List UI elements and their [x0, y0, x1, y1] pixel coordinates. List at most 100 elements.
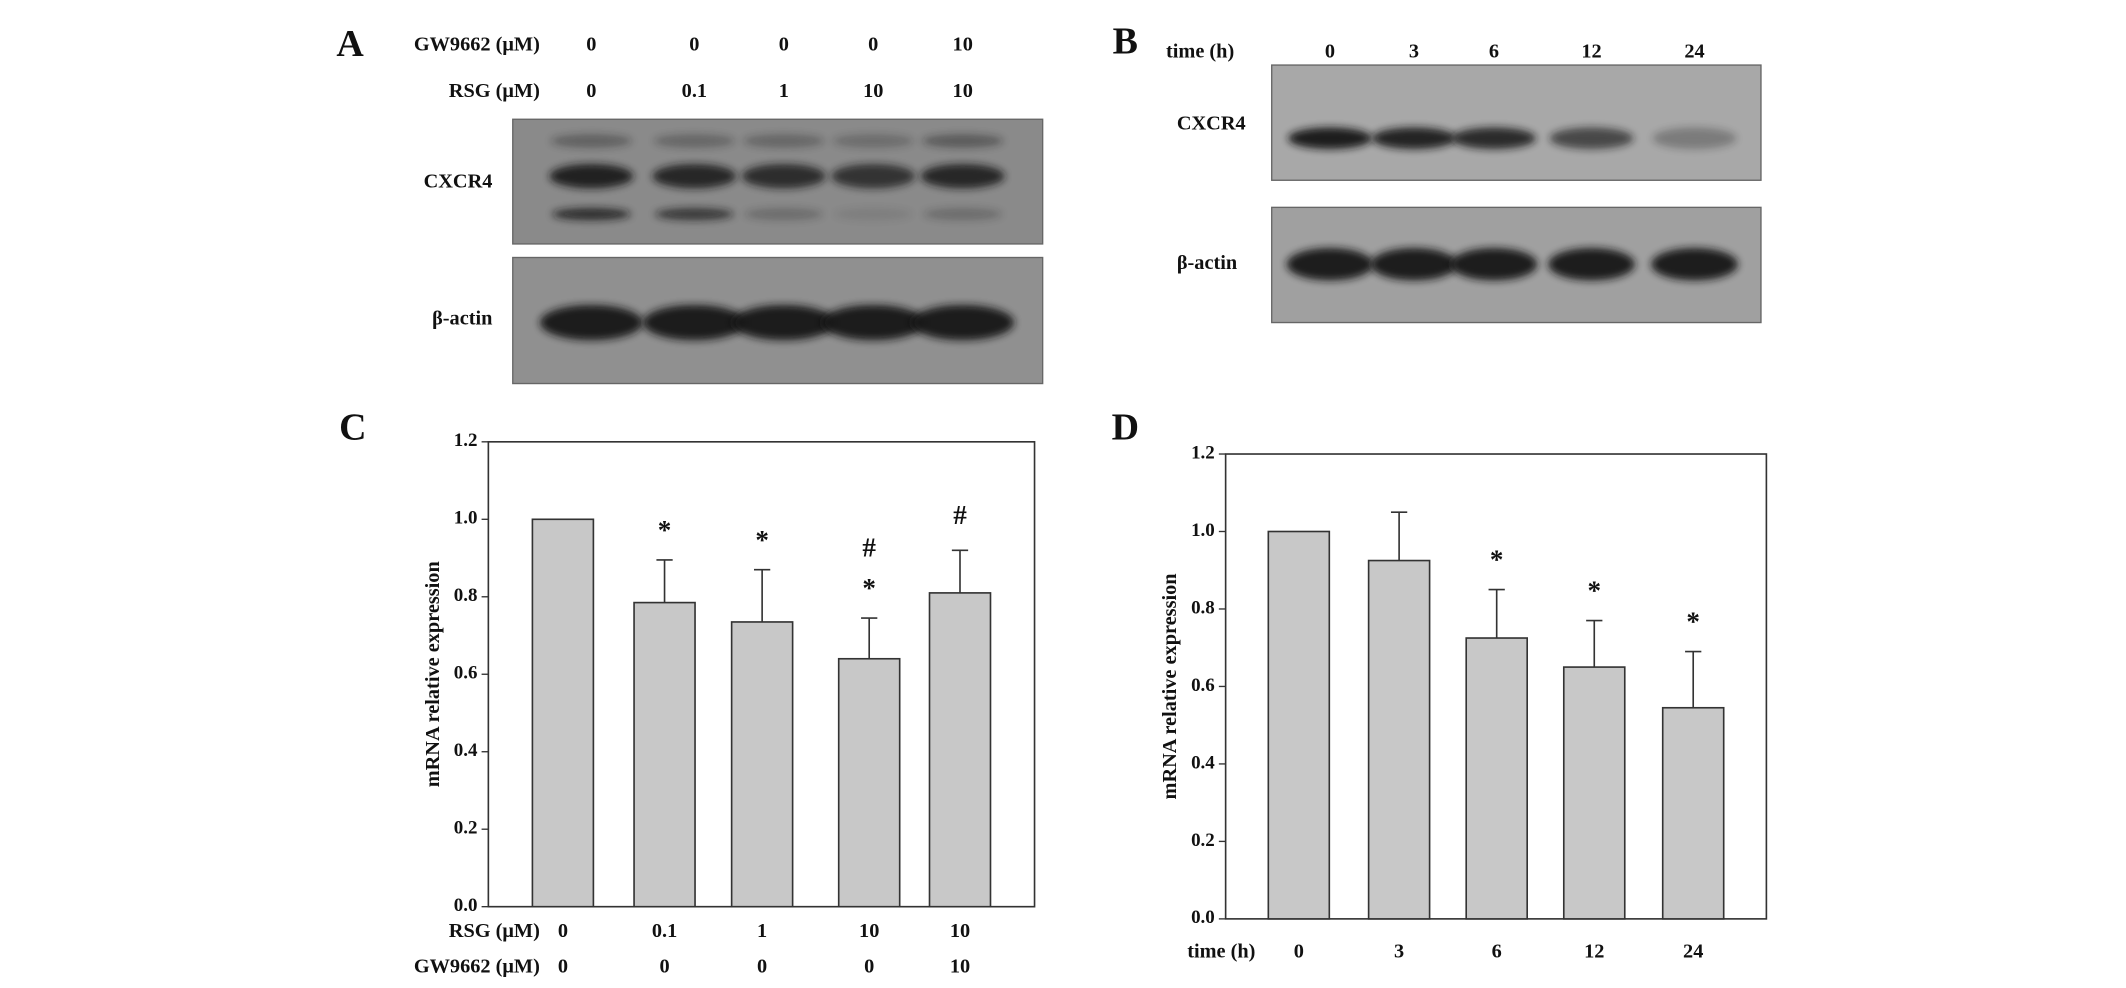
significance-mark: *: [862, 573, 876, 603]
panel-label: A: [336, 23, 364, 65]
bar: [837, 657, 901, 908]
bar: [531, 518, 595, 908]
error-bar: [1685, 650, 1702, 708]
error-bar: [753, 568, 771, 622]
lane-label: 10: [953, 34, 973, 56]
x-tick-label: 0: [1294, 940, 1304, 962]
y-tick-label: 1.2: [1191, 442, 1215, 463]
significance-mark: #: [862, 533, 876, 563]
bar: [928, 592, 992, 908]
y-tick-label: 0.4: [454, 740, 478, 761]
band: [653, 134, 736, 148]
y-tick-label: 0.0: [1191, 907, 1215, 928]
lane-label: 0: [868, 34, 878, 56]
bar: [1465, 637, 1528, 920]
x-tick-label: 3: [1394, 940, 1404, 962]
x-tick-label: 24: [1683, 940, 1703, 962]
band: [744, 208, 824, 221]
bar: [633, 601, 696, 908]
y-tick-label: 0.6: [454, 663, 478, 684]
error-bar: [1488, 588, 1505, 639]
bar: [730, 621, 794, 908]
band-label: β-actin: [1177, 252, 1237, 274]
band: [911, 304, 1015, 341]
y-tick-label: 1.0: [1191, 520, 1215, 541]
x-tick-label: 0: [558, 920, 568, 942]
band: [1372, 127, 1457, 150]
y-axis-label: mRNA relative expression: [1159, 573, 1181, 799]
band: [743, 134, 825, 148]
bar: [1267, 530, 1331, 920]
bar: [1367, 559, 1431, 920]
band: [833, 208, 913, 221]
y-tick-label: 0.8: [454, 585, 478, 606]
band: [821, 304, 925, 341]
significance-mark: *: [658, 515, 672, 545]
x-tick-label: 6: [1492, 940, 1502, 962]
x-tick-label: 0: [558, 955, 568, 977]
lane-label: 0: [779, 34, 789, 56]
panel-label: C: [339, 407, 366, 449]
band: [655, 208, 734, 221]
x-tick-label: 0: [864, 955, 874, 977]
x-row-label: RSG (μM): [449, 920, 540, 942]
band: [1548, 248, 1635, 281]
x-tick-label: 10: [859, 920, 879, 942]
lane-label: 0.1: [682, 80, 707, 102]
band: [923, 208, 1003, 221]
error-bar: [951, 549, 969, 593]
lane-label: 10: [953, 80, 973, 102]
y-tick-label: 0.6: [1191, 675, 1215, 696]
error-bar: [1586, 619, 1603, 668]
band: [552, 208, 631, 221]
band: [732, 304, 836, 341]
x-tick-label: 0: [659, 955, 669, 977]
band: [1652, 127, 1737, 150]
band: [1286, 248, 1374, 281]
row-label: RSG (μM): [449, 80, 540, 102]
significance-mark: *: [755, 525, 769, 555]
significance-mark: *: [1587, 576, 1601, 606]
lane-label: 24: [1684, 41, 1704, 63]
x-row-label: time (h): [1187, 940, 1255, 962]
y-tick-label: 1.0: [454, 508, 478, 529]
lane-label: 0: [1325, 41, 1335, 63]
band: [1450, 248, 1538, 281]
error-bar: [656, 559, 673, 603]
band: [642, 304, 746, 341]
x-row-label: GW9662 (μM): [414, 955, 540, 977]
lane-label: 12: [1581, 41, 1601, 63]
band: [1651, 248, 1738, 281]
x-tick-label: 0.1: [652, 920, 677, 942]
lane-label: 10: [863, 80, 883, 102]
band: [1549, 127, 1634, 150]
band: [832, 134, 914, 148]
band: [922, 134, 1004, 148]
lane-label: 3: [1409, 41, 1419, 63]
panel-label: D: [1112, 407, 1139, 449]
significance-mark: *: [1490, 545, 1504, 575]
x-tick-label: 12: [1584, 940, 1604, 962]
bar: [1562, 666, 1626, 920]
band: [549, 163, 634, 189]
band-label: CXCR4: [1177, 112, 1246, 134]
x-tick-label: 10: [950, 920, 970, 942]
x-tick-label: 0: [757, 955, 767, 977]
bar: [1661, 706, 1725, 920]
y-tick-label: 0.2: [454, 818, 478, 839]
significance-mark: *: [1686, 607, 1700, 637]
band-label: β-actin: [432, 308, 492, 330]
band: [1451, 127, 1536, 150]
band: [652, 163, 737, 189]
x-tick-label: 10: [950, 955, 970, 977]
y-tick-label: 0.4: [1191, 752, 1215, 773]
lane-label: 6: [1489, 41, 1499, 63]
row-label: GW9662 (μM): [414, 34, 540, 56]
lane-label: 1: [779, 80, 789, 102]
error-bar: [861, 617, 878, 659]
row-label: time (h): [1166, 41, 1234, 63]
y-tick-label: 0.8: [1191, 597, 1215, 618]
band: [539, 304, 643, 341]
blot-image: [1271, 64, 1762, 181]
